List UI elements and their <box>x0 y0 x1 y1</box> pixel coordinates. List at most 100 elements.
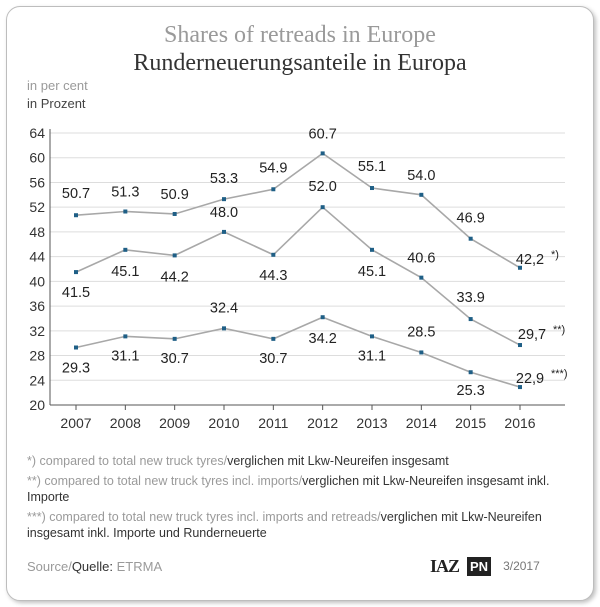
data-label-s2-2011: 44.3 <box>259 268 287 284</box>
grid-lines <box>50 132 565 381</box>
data-label-s1-2016: 42,2 <box>516 252 544 268</box>
data-point-s3-2016 <box>518 385 522 390</box>
chart-title-german: Runderneuerungsanteile in Europa <box>133 50 467 76</box>
footnote-2: **) compared to total new truck tyres in… <box>27 473 587 505</box>
data-point-s3-2011 <box>271 336 276 341</box>
series-lines <box>74 151 522 390</box>
footnote-1-german: verglichen mit Lkw-Neureifen insgesamt <box>227 454 449 468</box>
data-point-s3-2013 <box>370 334 374 339</box>
unit-label-german: in Prozent <box>27 96 86 111</box>
data-label-s3-2011: 30.7 <box>259 351 287 367</box>
data-label-s2-2008: 45.1 <box>111 264 139 280</box>
data-point-s1-2008 <box>123 209 128 214</box>
source-label-german: Quelle: <box>71 559 114 574</box>
data-point-s2-2015 <box>468 317 473 322</box>
y-tick-label-24: 24 <box>29 372 45 388</box>
x-tick-label-2015: 2015 <box>455 415 486 431</box>
data-point-s3-2015 <box>468 370 473 375</box>
data-point-s1-2011 <box>271 187 276 192</box>
data-label-s1-2012: 60.7 <box>309 126 337 142</box>
x-tick-label-2007: 2007 <box>60 415 91 431</box>
data-label-s1-2008: 51.3 <box>111 185 139 201</box>
data-point-s1-2016 <box>518 265 522 270</box>
footnote-3-english: ***) compared to total new truck tyres i… <box>27 510 381 524</box>
footnote-3: ***) compared to total new truck tyres i… <box>27 509 587 541</box>
data-point-s2-2007 <box>74 270 78 275</box>
series-line-2 <box>75 206 521 346</box>
data-point-s3-2008 <box>123 334 128 339</box>
data-label-s3-2014: 28.5 <box>407 324 435 340</box>
data-point-s2-2009 <box>172 253 177 258</box>
data-point-s3-2009 <box>172 336 177 341</box>
footnote-marker-s3: ***) <box>551 368 568 380</box>
y-tick-label-32: 32 <box>29 323 45 339</box>
y-tick-label-36: 36 <box>29 298 45 314</box>
data-point-s1-2013 <box>370 186 374 191</box>
data-label-s3-2008: 31.1 <box>111 348 139 364</box>
data-label-s3-2012: 34.2 <box>309 331 337 347</box>
data-point-s2-2010 <box>222 229 226 234</box>
series-line-3 <box>75 316 521 388</box>
data-point-s2-2008 <box>123 247 128 252</box>
x-tick-label-2008: 2008 <box>110 415 141 431</box>
data-point-s2-2012 <box>320 205 325 210</box>
data-label-s1-2009: 50.9 <box>161 187 189 203</box>
footnote-marker-s2: **) <box>553 324 565 336</box>
data-label-s3-2015: 25.3 <box>457 383 485 399</box>
y-tick-label-60: 60 <box>29 150 45 166</box>
data-point-s2-2014 <box>419 275 424 280</box>
data-point-s3-2012 <box>320 315 325 320</box>
data-point-s1-2010 <box>222 197 226 202</box>
axes: 20 24 28 32 36 40 44 48 52 56 60 64 2007 2008 2009 2010… <box>29 125 565 431</box>
data-label-s3-2007: 29.3 <box>62 361 90 377</box>
data-label-s2-2009: 44.2 <box>161 269 189 285</box>
data-label-s3-2009: 30.7 <box>161 351 189 367</box>
data-label-s1-2013: 55.1 <box>358 159 386 175</box>
publication-date: 3/2017 <box>503 559 540 573</box>
data-point-s1-2015 <box>468 236 473 241</box>
chart-title-english: Shares of retreads in Europe <box>164 22 436 48</box>
unit-label-english: in per cent <box>27 78 88 93</box>
y-tick-label-52: 52 <box>29 199 45 215</box>
iaz-logo: IAZ <box>430 555 460 576</box>
data-label-s3-2013: 31.1 <box>358 348 386 364</box>
y-tick-label-48: 48 <box>29 224 45 240</box>
data-label-s2-2016: 29,7 <box>518 327 546 343</box>
data-point-s2-2013 <box>370 247 374 252</box>
data-label-s2-2010: 48.0 <box>210 205 238 221</box>
source-label-english: Source/ <box>27 559 72 574</box>
series-line-1 <box>75 152 521 269</box>
y-tick-label-44: 44 <box>29 249 45 265</box>
chart-frame <box>6 6 594 601</box>
y-tick-label-20: 20 <box>29 397 45 413</box>
x-tick-label-2009: 2009 <box>159 415 190 431</box>
x-tick-label-2012: 2012 <box>307 415 338 431</box>
data-label-s1-2015: 46.9 <box>457 211 485 227</box>
data-label-s1-2007: 50.7 <box>62 186 90 202</box>
footnote-2-german: verglichen mit Lkw-Neureifen insgesamt i… <box>27 474 550 504</box>
data-point-s3-2010 <box>222 326 226 331</box>
data-label-s2-2013: 45.1 <box>358 264 386 280</box>
data-point-s1-2014 <box>419 192 424 197</box>
x-tick-label-2011: 2011 <box>258 415 288 431</box>
data-label-s2-2007: 41.5 <box>62 285 90 301</box>
x-tick-label-2013: 2013 <box>356 415 387 431</box>
footnote-3-german: verglichen mit Lkw-Neureifen insgesamt i… <box>27 510 542 540</box>
data-label-s2-2012: 52.0 <box>309 179 337 195</box>
data-label-s2-2014: 40.6 <box>407 251 435 267</box>
x-tick-label-2010: 2010 <box>208 415 239 431</box>
y-tick-label-64: 64 <box>29 125 45 141</box>
publisher-logos: IAZ PN 3/2017 <box>430 555 540 577</box>
pn-logo: PN <box>467 556 492 576</box>
footnote-1-english: *) compared to total new truck tyres/ <box>27 454 228 468</box>
data-labels: 50.7 51.3 50.9 53.3 54.9 60.7 55.1 54.0 46.9 42,2… <box>62 126 568 399</box>
x-tick-label-2016: 2016 <box>504 415 535 431</box>
source-name: ETRMA <box>116 559 163 574</box>
data-label-s1-2011: 54.9 <box>259 160 287 176</box>
data-label-s3-2016: 22,9 <box>516 371 544 387</box>
data-label-s2-2015: 33.9 <box>457 290 485 306</box>
data-point-s2-2016 <box>518 343 522 348</box>
footnote-1: *) compared to total new truck tyres/ver… <box>27 453 587 469</box>
footnote-marker-s1: *) <box>551 249 559 261</box>
